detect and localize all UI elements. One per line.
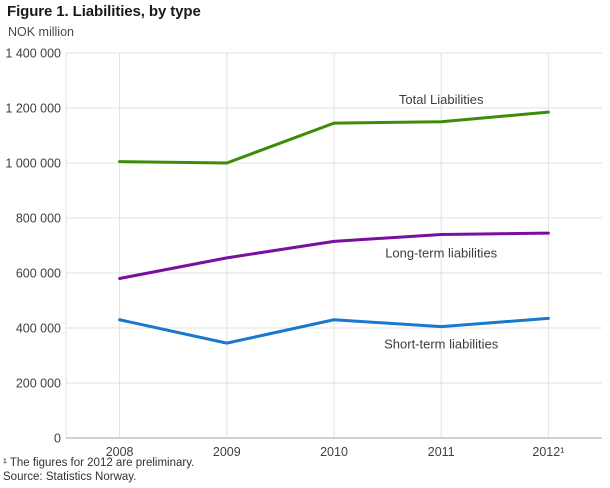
y-tick-label: 800 000	[16, 212, 61, 226]
y-tick-label: 1 200 000	[5, 102, 61, 116]
x-tick-label: 2012¹	[532, 445, 564, 458]
series-label-total-liabilities: Total Liabilities	[399, 92, 484, 107]
series-label-short-term-liabilities: Short-term liabilities	[384, 337, 499, 352]
x-tick-label: 2009	[213, 445, 241, 458]
y-tick-label: 1 000 000	[5, 157, 61, 171]
y-tick-label: 1 400 000	[5, 47, 61, 61]
footnote-preliminary: ¹ The figures for 2012 are preliminary.	[3, 457, 195, 469]
series-line-short-term-liabilities	[118, 316, 550, 345]
x-tick-label: 2011	[428, 445, 455, 458]
footnotes: ¹ The figures for 2012 are preliminary. …	[3, 457, 194, 484]
series-line-long-term-liabilities	[118, 231, 550, 280]
liabilities-line-chart: 0 200 000 400 000 600 000 800 000 1 000 000 1 …	[5, 47, 602, 458]
series-line-total-liabilities	[118, 110, 550, 165]
series-label-long-term-liabilities: Long-term liabilities	[385, 246, 497, 261]
y-tick-label: 600 000	[16, 267, 61, 281]
x-tick-label: 2010	[320, 445, 348, 458]
y-tick-label: 0	[54, 432, 61, 446]
y-tick-label: 200 000	[16, 377, 61, 391]
x-tick-label: 2008	[106, 445, 134, 458]
y-tick-label: 400 000	[16, 322, 61, 336]
footnote-source: Source: Statistics Norway.	[3, 470, 137, 483]
figure-title: Figure 1. Liabilities, by type	[7, 3, 201, 20]
y-axis-unit-label: NOK million	[8, 25, 74, 39]
